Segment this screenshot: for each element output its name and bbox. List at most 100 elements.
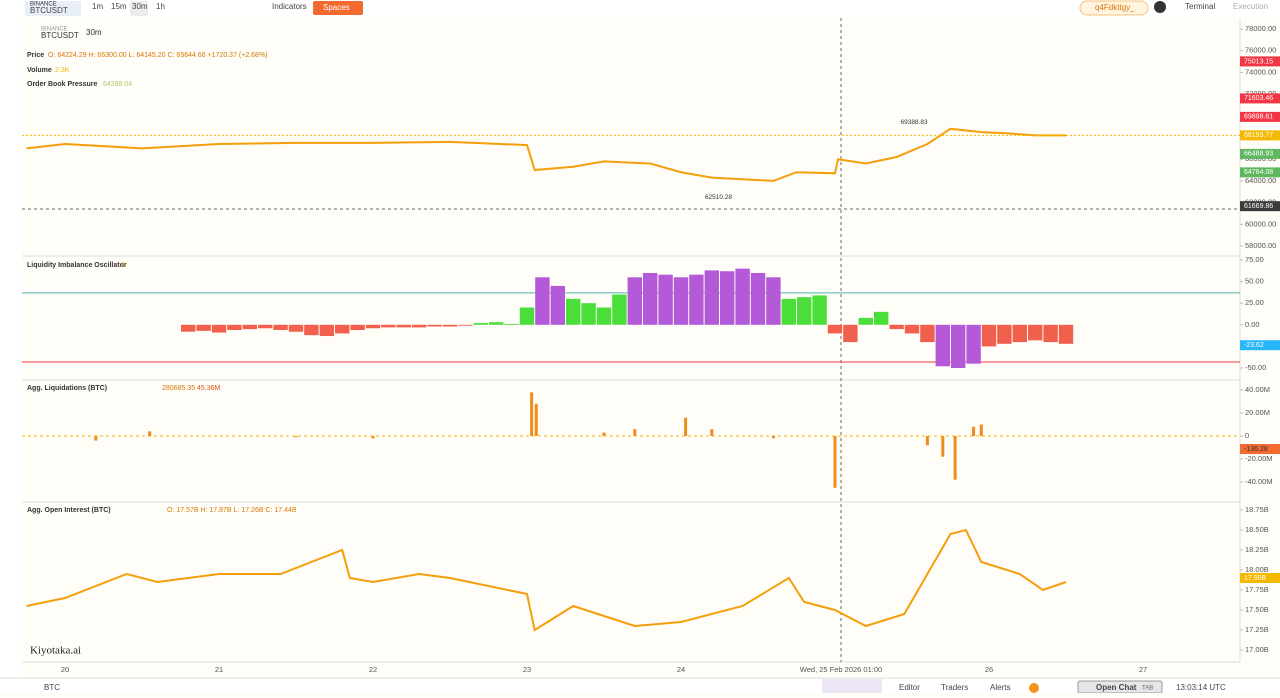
- price-marker: [1240, 130, 1280, 141]
- y-tick-label: -20.00M: [1245, 454, 1273, 463]
- y-tick-label: 25.00: [1245, 298, 1264, 307]
- interval: 30m: [86, 28, 102, 37]
- oscillator-bar: [227, 324, 242, 330]
- oscillator-bar: [1028, 324, 1043, 341]
- avatar[interactable]: [1154, 1, 1166, 13]
- price-marker: [1240, 444, 1280, 454]
- oscillator-bar: [1043, 324, 1058, 343]
- oscillator-bar: [396, 324, 411, 328]
- liquidation-bar: [602, 432, 606, 436]
- oscillator-bar: [935, 324, 950, 367]
- liquidation-bar: [979, 424, 983, 436]
- symbol[interactable]: BTC: [44, 683, 60, 692]
- liquidation-bar: [710, 429, 714, 436]
- liquidation-bar: [371, 436, 375, 439]
- oscillator-bar: [489, 322, 504, 325]
- oscillator-bar: [304, 324, 319, 336]
- oscillator-bar: [458, 324, 473, 326]
- user[interactable]: q4Fdkttgy_: [1095, 3, 1135, 12]
- marker-label: 71603.46: [1244, 95, 1273, 102]
- oscillator-bar: [519, 307, 535, 325]
- oscillator-bar: [473, 323, 488, 325]
- liquidation-bar: [534, 403, 538, 436]
- marker-label: 64784.08: [1244, 169, 1273, 176]
- user-box[interactable]: [1079, 0, 1149, 16]
- status-dot: [1029, 683, 1039, 693]
- x-tick-label: 21: [215, 665, 223, 674]
- x-tick-label: 20: [61, 665, 69, 674]
- oscillator-bar: [442, 324, 458, 327]
- spaces-label[interactable]: Spaces: [323, 3, 350, 12]
- legend-value: 45.36M: [197, 385, 221, 392]
- oscillator-bar: [288, 324, 304, 332]
- interval[interactable]: 1m: [92, 2, 103, 11]
- symbol-box[interactable]: [25, 1, 81, 16]
- clock: 13:03:14 UTC: [1176, 683, 1226, 692]
- pane-title: Liquidity Imbalance Oscillator: [27, 262, 127, 269]
- watermark: Kiyotaka.ai: [30, 645, 81, 657]
- marker-label: 66488.93: [1244, 151, 1273, 158]
- legend-value: 280685.35: [162, 385, 195, 392]
- terminal-tab[interactable]: Terminal: [1185, 2, 1215, 11]
- oscillator-bar: [750, 272, 766, 325]
- liquidation-bar: [633, 429, 637, 436]
- liquidation-bar: [684, 417, 688, 436]
- y-tick-label: 40.00M: [1245, 385, 1270, 394]
- legend-value: 2.3K: [55, 67, 70, 74]
- price-marker: [1240, 111, 1280, 122]
- legend-label: Volume: [27, 67, 52, 74]
- tab[interactable]: Editor: [899, 683, 920, 692]
- y-tick-label: 64000.00: [1245, 176, 1276, 185]
- y-tick-label: -50.00: [1245, 363, 1266, 372]
- oscillator-bar: [581, 303, 596, 325]
- tab[interactable]: Alerts: [990, 683, 1010, 692]
- liquidation-bar: [530, 392, 534, 436]
- crosshair-label-box: [795, 664, 887, 676]
- y-tick-label: 58000.00: [1245, 241, 1276, 250]
- oscillator-bar: [673, 277, 689, 325]
- series-line: [26, 528, 1067, 632]
- y-tick-label: 0: [1245, 431, 1249, 440]
- oscillator-bar: [735, 268, 750, 325]
- exchange: BINANCE: [41, 27, 68, 33]
- liquidation-bar: [941, 436, 945, 457]
- symbol[interactable]: BTCUSDT: [30, 6, 68, 15]
- series-line: [26, 127, 1066, 182]
- price-marker: [1240, 340, 1280, 351]
- oscillator-bar: [966, 324, 981, 364]
- left-toolbar: [0, 18, 22, 678]
- ohlc: O: 64224.29 H: 66300.00 L: 64145.20 C: 6…: [48, 52, 268, 59]
- marker-label: 69898.61: [1244, 114, 1273, 121]
- active-interval: [130, 1, 148, 16]
- oscillator-bar: [643, 272, 658, 325]
- ohlc: O: 17.57B H: 17.87B L: 17.26B C: 17.44B: [167, 507, 297, 514]
- pane-title: Agg. Liquidations (BTC): [27, 385, 107, 392]
- interval[interactable]: 15m: [111, 2, 127, 11]
- liquidation-bar: [833, 436, 837, 488]
- oscillator-bar: [920, 324, 935, 343]
- price-marker: [1240, 56, 1280, 67]
- spaces-button[interactable]: [313, 1, 363, 15]
- interval[interactable]: 1h: [156, 2, 165, 11]
- interval[interactable]: 30m: [132, 2, 148, 11]
- oscillator-bar: [566, 298, 581, 325]
- oscillator-bar: [412, 324, 427, 328]
- oscillator-bar: [843, 324, 858, 343]
- oscillator-bar: [381, 324, 396, 328]
- indicators-button[interactable]: Indicators: [272, 2, 307, 11]
- oscillator-bar: [335, 324, 350, 334]
- y-tick-label: 74000.00: [1245, 67, 1276, 76]
- x-tick-label: 26: [985, 665, 993, 674]
- liquidation-bar: [925, 436, 929, 446]
- open-chat[interactable]: Open Chat: [1096, 683, 1137, 692]
- y-tick-label: 0.00: [1245, 320, 1260, 329]
- oscillator-bar: [350, 324, 365, 330]
- execution-tab[interactable]: Execution: [1233, 2, 1268, 11]
- tab[interactable]: Traders: [941, 683, 968, 692]
- oscillator-bar: [781, 298, 796, 325]
- oscillator-bar: [981, 324, 997, 347]
- oscillator-bar: [889, 324, 904, 330]
- marker-label: 68193.77: [1244, 132, 1273, 139]
- oscillator-bar: [951, 324, 966, 368]
